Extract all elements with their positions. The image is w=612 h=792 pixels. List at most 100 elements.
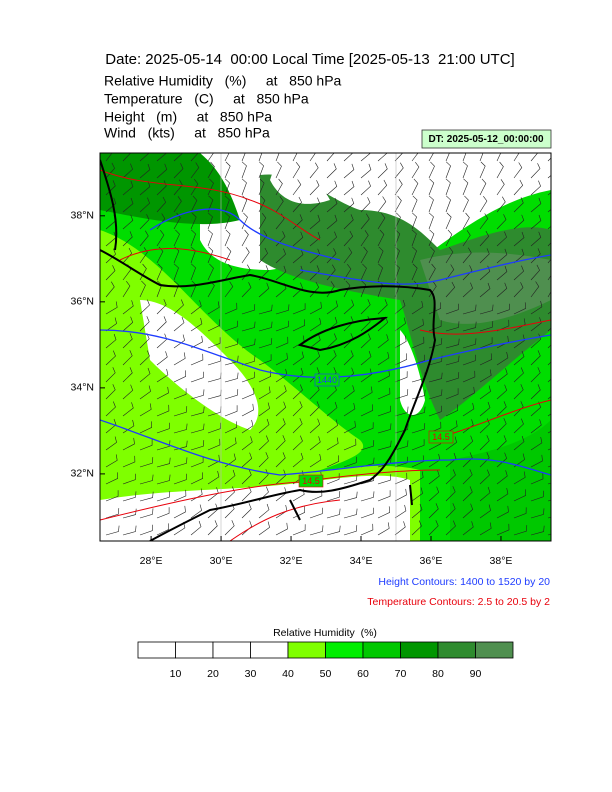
wind-barb — [479, 353, 493, 366]
wind-barb — [105, 350, 116, 366]
wind-barb — [190, 153, 199, 162]
wind-barb — [343, 367, 355, 383]
wind-barb — [326, 491, 341, 502]
wind-barb — [326, 281, 335, 298]
wind-barb — [394, 423, 409, 434]
wind-barb — [479, 213, 489, 230]
wind-barb — [292, 351, 304, 366]
rh-fill — [140, 300, 259, 430]
temperature-contour — [100, 169, 321, 241]
wind-barb — [445, 436, 457, 451]
wind-barb — [173, 489, 187, 502]
wind-barb — [224, 320, 238, 332]
wind-barb — [122, 419, 135, 434]
wind-barb — [173, 406, 188, 417]
wind-barb — [190, 162, 200, 179]
wind-barb — [428, 229, 435, 247]
coastlines — [100, 159, 437, 541]
wind-barb — [462, 282, 473, 298]
wind-barb — [547, 275, 551, 281]
wind-barb — [360, 333, 371, 349]
wind-barb — [292, 179, 302, 196]
wind-barb — [530, 163, 541, 179]
wind-barb — [190, 504, 202, 519]
wind-barb — [258, 503, 270, 519]
wind-barb — [190, 300, 202, 315]
colorbar-tick-label: 50 — [320, 668, 332, 680]
wind-barb — [207, 212, 213, 230]
wind-barb — [462, 503, 474, 519]
wind-barb — [343, 230, 354, 247]
wind-barb — [309, 281, 320, 298]
wind-barb — [156, 523, 170, 536]
wind-barb — [326, 163, 337, 179]
wind-barb — [207, 355, 222, 366]
wind-barb — [190, 371, 204, 383]
contour-label: 1440 — [317, 375, 337, 385]
wind-barb — [360, 350, 372, 366]
wind-barb — [207, 161, 215, 179]
wind-barb — [377, 369, 390, 383]
wind-barb — [275, 196, 284, 213]
wind-barb — [173, 299, 184, 315]
dt-box — [421, 129, 552, 149]
wind-barb — [513, 507, 527, 519]
wind-barb — [309, 153, 316, 162]
wind-barb — [377, 423, 392, 434]
wind-barb — [479, 401, 491, 417]
wind-barb — [394, 263, 400, 281]
wind-barb — [258, 418, 270, 434]
wind-barb — [462, 370, 476, 383]
wind-barb — [139, 474, 154, 485]
height-contour — [149, 208, 341, 261]
wind-barb — [496, 161, 504, 179]
wind-barb — [326, 437, 339, 451]
wind-barb — [326, 300, 338, 315]
wind-barb — [122, 333, 133, 349]
wind-barb — [326, 455, 340, 468]
wind-barb — [241, 321, 256, 332]
wind-barb — [224, 469, 236, 485]
wind-barb — [224, 264, 233, 281]
subtitle: Height (m) at 850 hPa — [104, 109, 272, 125]
colorbar-tick-label: 60 — [357, 668, 369, 680]
wind-barb — [411, 406, 426, 417]
wind-barb — [224, 281, 234, 298]
colorbar-box — [212, 641, 251, 659]
wind-barb — [190, 317, 203, 332]
coastline — [100, 249, 437, 541]
wind-barb — [224, 372, 239, 383]
wind-barb — [207, 470, 220, 485]
wind-barb — [530, 436, 543, 451]
wind-barb — [496, 214, 507, 230]
wind-barb — [479, 504, 491, 519]
wind-barb — [258, 178, 265, 196]
wind-barb — [394, 488, 407, 502]
wind-barb — [513, 435, 525, 451]
wind-barb — [513, 525, 528, 536]
wind-barb — [309, 317, 322, 332]
wind-barb — [190, 335, 203, 349]
subtitle: Relative Humidity (%) at 850 hPa — [104, 73, 342, 89]
wind-barb — [530, 300, 543, 315]
wind-barb — [275, 385, 287, 400]
wind-barb — [139, 385, 151, 400]
wind-barb — [394, 195, 402, 213]
wind-barb — [496, 452, 508, 468]
wind-barb — [411, 336, 425, 349]
wind-barb — [343, 402, 356, 417]
wind-barb — [139, 350, 150, 366]
wind-barb — [156, 457, 171, 468]
colorbar-box — [400, 641, 439, 659]
wind-barb — [428, 263, 436, 281]
colorbar-tick-label: 20 — [207, 668, 219, 680]
wind-barb — [139, 263, 147, 281]
wind-barb — [445, 303, 459, 315]
wind-barb — [394, 371, 408, 383]
wind-barb — [207, 520, 218, 536]
wind-barb — [292, 265, 304, 281]
wind-barb — [343, 438, 357, 451]
wind-barb — [411, 318, 424, 332]
wind-barb — [394, 246, 400, 264]
y-tick-label: 34°N — [71, 382, 94, 394]
